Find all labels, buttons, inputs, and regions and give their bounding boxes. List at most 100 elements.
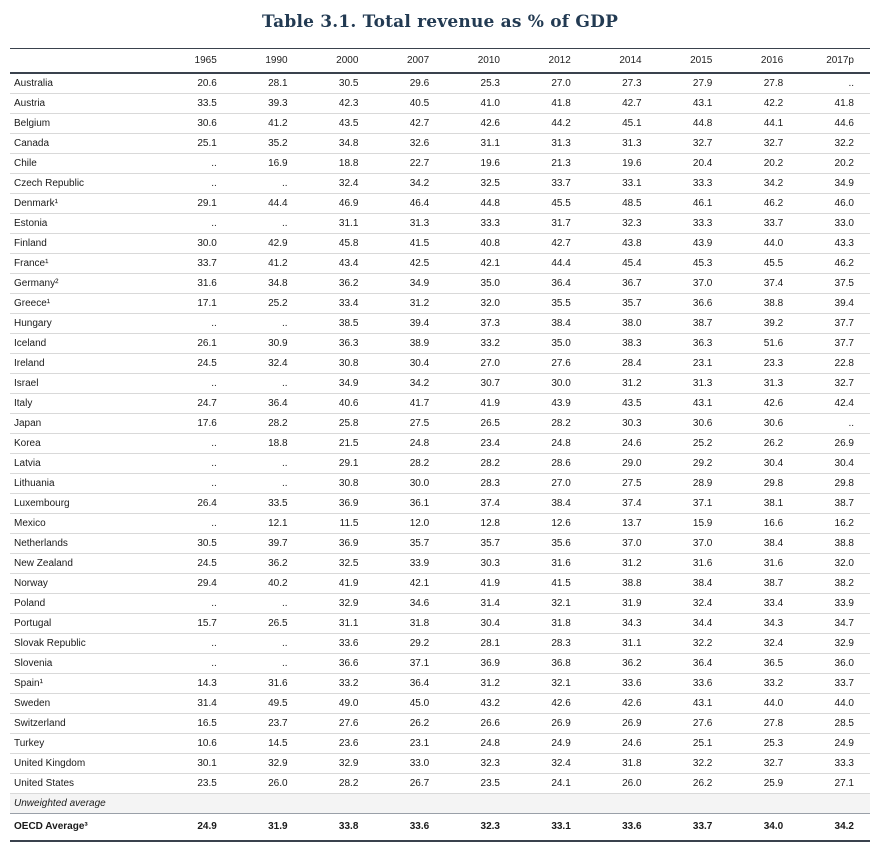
value-cell: .. [799,73,870,94]
document-page: Table 3.1. Total revenue as % of GDP 196… [10,12,870,842]
value-cell: 36.4 [374,673,446,694]
value-cell: 36.2 [303,273,375,294]
country-label: Canada [10,133,162,154]
value-cell: 36.4 [657,653,729,674]
value-cell: 38.4 [657,573,729,594]
table-row: Slovenia.... 36.6 37.1 36.9 36.8 36.2 36.4 36.5… [10,653,870,674]
value-cell: 32.9 [799,633,870,654]
value-cell: 36.0 [799,653,870,674]
value-cell: 32.0 [445,293,516,314]
value-cell: 31.1 [586,633,658,654]
value-cell: 31.2 [374,293,446,314]
value-cell: 27.0 [445,353,516,374]
table-body: Australia 20.6 28.1 30.5 29.6 25.3 27.0 27.3 27.… [10,73,870,794]
value-cell: 31.6 [515,553,587,574]
value-cell: 38.1 [728,493,800,514]
value-cell: 33.6 [586,673,658,694]
value-cell: 24.9 [515,733,587,754]
country-label: Iceland [10,333,162,354]
value-cell: 29.1 [303,453,375,474]
value-cell: 23.7 [232,713,304,734]
country-label: Luxembourg [10,493,162,514]
value-cell: 28.1 [232,73,304,94]
value-cell: 22.7 [374,153,446,174]
year-column-header: 1990 [232,48,304,74]
value-cell: 34.2 [728,173,800,194]
value-cell: 41.9 [445,573,516,594]
value-cell: .. [232,173,304,194]
value-cell: 24.7 [162,393,233,414]
value-cell: 34.6 [374,593,446,614]
value-cell: 43.1 [657,393,729,414]
value-cell: 32.3 [445,813,516,842]
value-cell: 24.1 [515,773,587,794]
value-cell: 30.6 [162,113,233,134]
value-cell: 37.0 [586,533,658,554]
value-cell: 45.4 [586,253,658,274]
country-label: Portugal [10,613,162,634]
value-cell: 30.1 [162,753,233,774]
value-cell: 37.3 [445,313,516,334]
year-column-header: 2012 [515,48,587,74]
value-cell: 32.7 [728,133,800,154]
value-cell: 46.0 [799,193,870,214]
table-row: Poland.... 32.9 34.6 31.4 32.1 31.9 32.4 33.4 33… [10,593,870,614]
country-label: France¹ [10,253,162,274]
value-cell: 49.5 [232,693,304,714]
value-cell: 32.9 [232,753,304,774]
table-row: Spain¹ 14.3 31.6 33.2 36.4 31.2 32.1 33.6 33.6 33… [10,673,870,694]
value-cell: 35.2 [232,133,304,154]
country-label: United Kingdom [10,753,162,774]
value-cell: 23.5 [162,773,233,794]
value-cell: 41.9 [445,393,516,414]
value-cell: 27.8 [728,713,800,734]
value-cell: 27.5 [586,473,658,494]
value-cell: 30.7 [445,373,516,394]
value-cell: 40.8 [445,233,516,254]
value-cell: 33.6 [374,813,446,842]
country-label: Japan [10,413,162,434]
value-cell: 42.3 [303,93,375,114]
value-cell: 33.7 [799,673,870,694]
value-cell: 33.5 [162,93,233,114]
value-cell: 16.2 [799,513,870,534]
value-cell: 38.9 [374,333,446,354]
value-cell: 30.0 [374,473,446,494]
value-cell: 30.8 [303,473,375,494]
value-cell: 23.3 [728,353,800,374]
value-cell: 31.1 [303,213,375,234]
value-cell: 20.2 [728,153,800,174]
value-cell: 42.1 [374,573,446,594]
revenue-table: 1965 1990 2000 2007 2010 2012 2014 2015 … [10,48,870,842]
value-cell: .. [232,653,304,674]
value-cell: 45.0 [374,693,446,714]
value-cell: 38.7 [728,573,800,594]
value-cell: 33.4 [728,593,800,614]
value-cell: 32.4 [657,593,729,614]
value-cell: 33.7 [515,173,587,194]
value-cell: 35.6 [515,533,587,554]
value-cell: 38.8 [728,293,800,314]
value-cell: 34.9 [374,273,446,294]
value-cell: 42.6 [586,693,658,714]
value-cell: 30.6 [657,413,729,434]
value-cell: 27.0 [515,473,587,494]
table-row: Greece¹ 17.1 25.2 33.4 31.2 32.0 35.5 35.7 36.6 3… [10,293,870,314]
value-cell: 29.2 [657,453,729,474]
country-label: Finland [10,233,162,254]
value-cell: 31.2 [586,373,658,394]
value-cell: 38.8 [799,533,870,554]
value-cell: 36.6 [657,293,729,314]
table-row: United States 23.5 26.0 28.2 26.7 23.5 24.1 26.… [10,773,870,794]
value-cell: 41.0 [445,93,516,114]
value-cell: 36.9 [445,653,516,674]
value-cell: 31.8 [374,613,446,634]
value-cell: 44.0 [799,693,870,714]
value-cell: 46.2 [799,253,870,274]
value-cell: 36.6 [303,653,375,674]
value-cell: 41.5 [374,233,446,254]
value-cell: 31.9 [586,593,658,614]
value-cell: 15.7 [162,613,233,634]
value-cell: 31.4 [445,593,516,614]
value-cell: 33.1 [515,813,587,842]
